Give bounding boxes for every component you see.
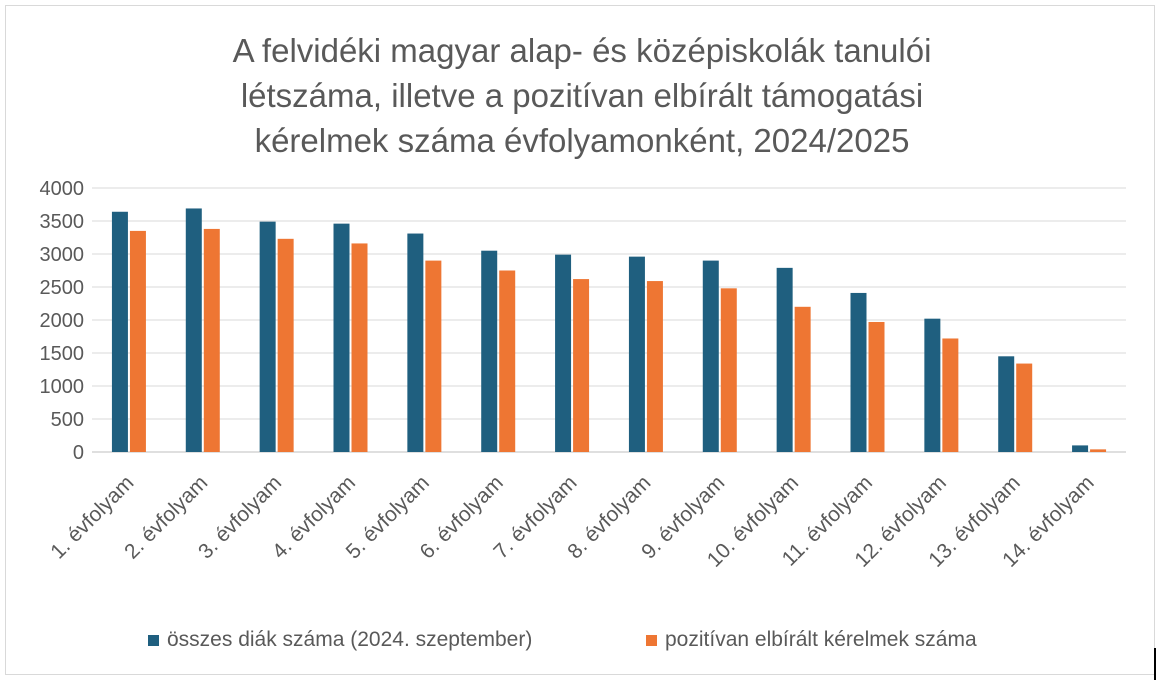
bar-series-2 [129, 230, 146, 452]
legend-swatch-series-1 [148, 634, 159, 646]
bar-series-2 [277, 238, 294, 452]
y-tick-label: 500 [51, 409, 84, 431]
y-tick-label: 4000 [40, 178, 85, 200]
bar-series-2 [942, 338, 959, 452]
chart-title-line-3: kérelmek száma évfolyamonként, 2024/2025 [254, 122, 910, 159]
bar-series-2 [499, 270, 516, 452]
bar-series-1 [1072, 445, 1089, 452]
y-tick-label: 3000 [40, 244, 85, 266]
bar-series-1 [111, 211, 128, 452]
bar-series-2 [1016, 363, 1033, 452]
bar-series-2 [868, 321, 885, 452]
grid-lines [92, 187, 1126, 453]
y-axis-ticks: 0 500 1000 1500 2000 2500 3000 3500 4000 [40, 178, 85, 464]
bar-series-2 [794, 306, 811, 452]
legend-label-series-1: összes diák száma (2024. szeptember) [167, 628, 533, 651]
bar-series-2 [720, 288, 737, 452]
y-tick-label: 1000 [40, 376, 85, 398]
chart-title-line-1: A felvidéki magyar alap- és középiskolák… [232, 32, 932, 69]
bars [111, 208, 1107, 452]
bar-series-1 [702, 260, 719, 452]
bar-series-1 [481, 250, 498, 452]
bar-series-2 [1090, 449, 1107, 452]
bar-series-1 [333, 223, 350, 452]
bar-series-2 [573, 279, 590, 452]
chart-frame [5, 5, 1155, 675]
bar-series-2 [646, 281, 663, 452]
legend-item-series-2: pozitívan elbírált kérelmek száma [646, 628, 977, 652]
legend-swatch-series-2 [646, 634, 657, 646]
legend-item-series-1: összes diák száma (2024. szeptember) [148, 628, 532, 652]
bar-series-1 [998, 356, 1015, 452]
bar-series-2 [203, 228, 220, 452]
y-tick-label: 2000 [40, 310, 85, 332]
bar-series-1 [776, 267, 793, 452]
y-tick-label: 2500 [40, 277, 85, 299]
bar-series-2 [425, 260, 442, 452]
bar-series-1 [924, 318, 941, 452]
bar-series-1 [850, 292, 867, 452]
bar-series-1 [259, 221, 276, 452]
legend: összes diák száma (2024. szeptember) poz… [0, 628, 1164, 658]
y-tick-label: 3500 [40, 211, 85, 233]
bar-series-1 [185, 208, 202, 452]
chart-title: A felvidéki magyar alap- és középiskolák… [0, 28, 1164, 163]
chart-title-line-2: létszáma, illetve a pozitívan elbírált t… [240, 77, 924, 114]
legend-label-series-2: pozitívan elbírált kérelmek száma [665, 628, 977, 651]
y-tick-label: 0 [73, 442, 84, 464]
y-tick-label: 1500 [40, 343, 85, 365]
bar-series-1 [555, 254, 572, 452]
bar-series-1 [407, 233, 424, 452]
text-cursor [1154, 648, 1156, 680]
bar-series-2 [351, 243, 368, 452]
bar-series-1 [628, 256, 645, 452]
